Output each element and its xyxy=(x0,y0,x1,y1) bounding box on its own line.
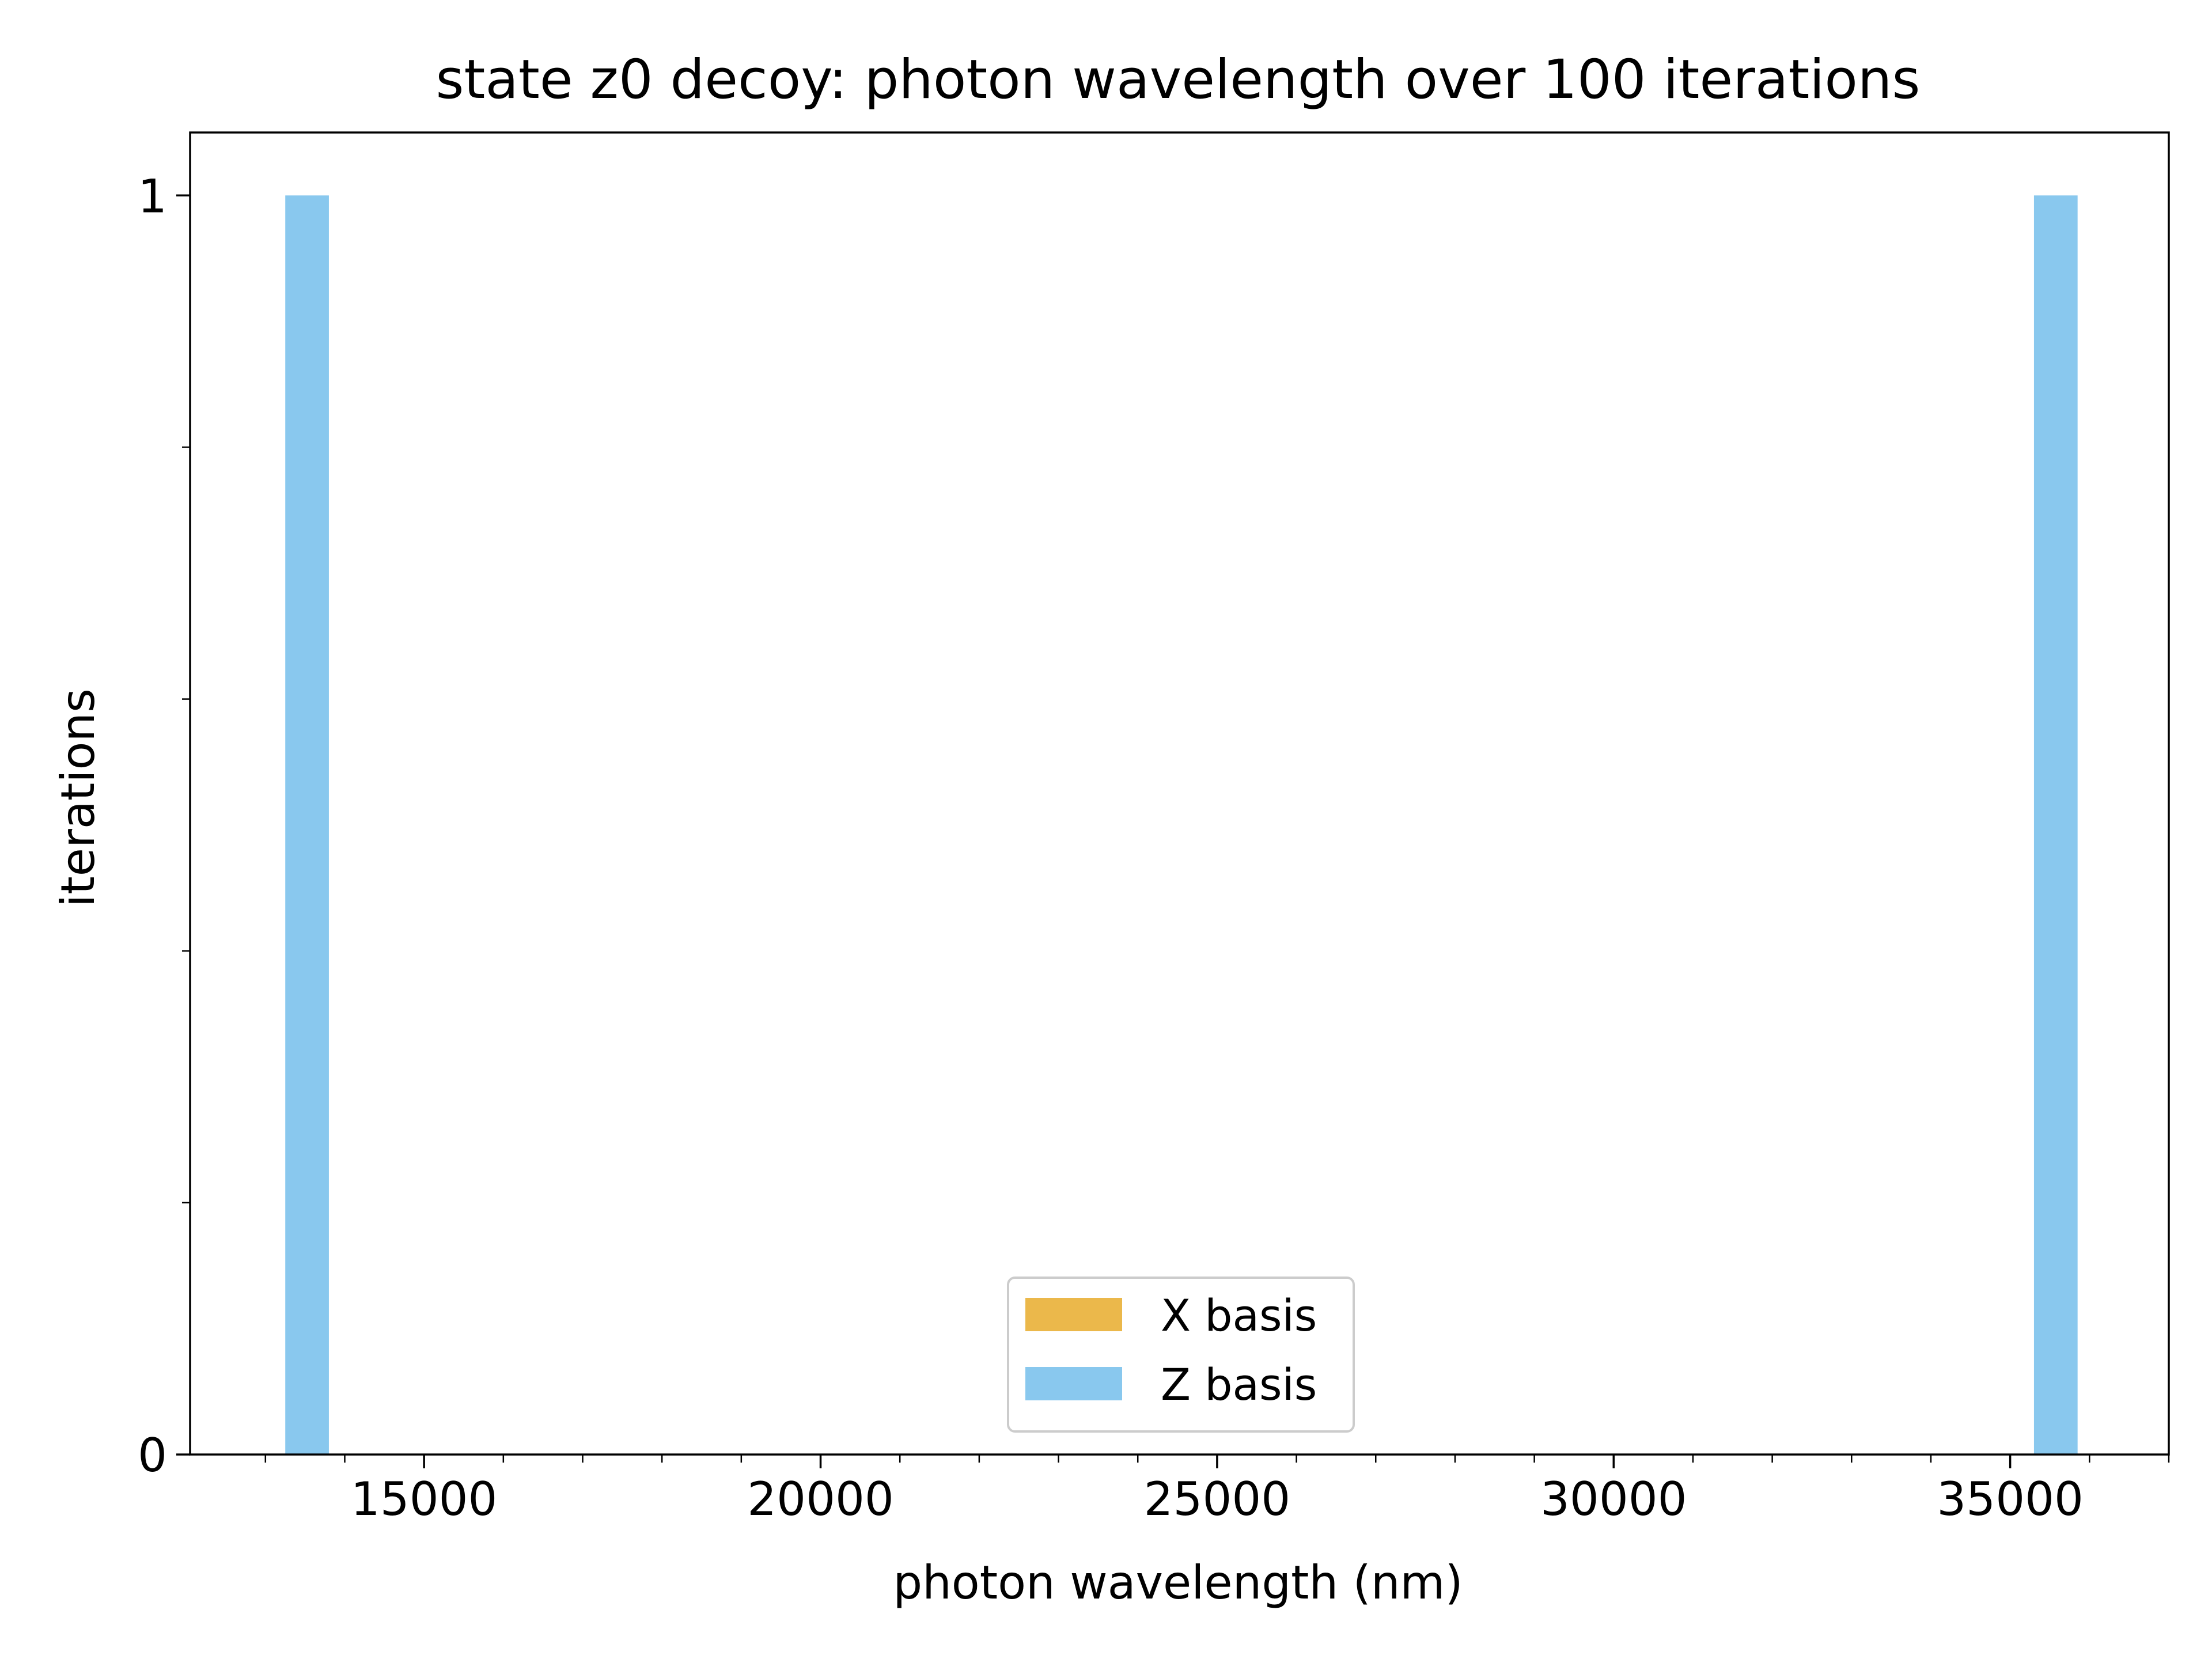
y-tick-label: 1 xyxy=(138,169,167,223)
y-tick-label: 0 xyxy=(138,1429,167,1482)
plot-frame xyxy=(189,131,2170,1456)
x-tick-label: 15000 xyxy=(351,1472,498,1526)
x-tick-label: 35000 xyxy=(1937,1472,2084,1526)
histogram-bar xyxy=(285,195,329,1455)
x-tick-label: 25000 xyxy=(1144,1472,1291,1526)
legend-swatch-x-basis xyxy=(1025,1298,1122,1331)
histogram-bar xyxy=(2033,195,2078,1455)
y-axis-label: iterations xyxy=(51,688,105,907)
legend-swatch-z-basis xyxy=(1025,1367,1122,1400)
x-tick-label: 30000 xyxy=(1540,1472,1687,1526)
bars-layer xyxy=(285,195,2078,1455)
chart-title: state z0 decoy: photon wavelength over 1… xyxy=(436,48,1921,111)
x-axis-label: photon wavelength (nm) xyxy=(893,1556,1463,1609)
legend-label-x-basis: X basis xyxy=(1161,1290,1317,1341)
legend-label-z-basis: Z basis xyxy=(1161,1359,1317,1410)
legend: X basis Z basis xyxy=(1007,1277,1355,1433)
ticks-layer: 15000 20000 25000 30000 35000 0 1 xyxy=(138,169,2170,1526)
x-tick-label: 20000 xyxy=(747,1472,894,1526)
